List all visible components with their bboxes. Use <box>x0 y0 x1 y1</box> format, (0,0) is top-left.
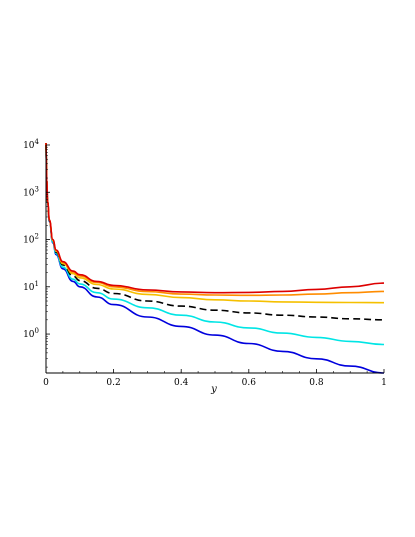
series-line-5 <box>45 142 385 297</box>
series-line-4 <box>45 142 385 304</box>
x-tick-label: 0.2 <box>106 378 120 388</box>
series-layer <box>45 142 385 374</box>
series-line-2 <box>45 142 385 346</box>
y-tick-label: 101 <box>23 280 39 293</box>
x-tick-label: 0.4 <box>174 378 189 388</box>
x-tick-label: 0.8 <box>309 378 324 388</box>
series-line-3 <box>45 142 385 321</box>
axes-layer <box>45 144 385 374</box>
x-tick-label: 1 <box>381 378 387 388</box>
y-tick-label: 102 <box>23 233 39 246</box>
x-tick-label: 0.6 <box>242 378 257 388</box>
y-tick-label: 100 <box>23 327 39 340</box>
y-tick-label: 104 <box>23 138 39 151</box>
x-tick-label: 0 <box>43 378 49 388</box>
series-line-1 <box>45 142 385 374</box>
y-tick-label: 103 <box>23 185 39 198</box>
labels-layer: 0 0.2 0.4 0.6 0.8 1 100 101 102 103 104 <box>23 138 387 388</box>
series-line-6 <box>45 142 385 294</box>
x-axis-label: y <box>210 384 217 395</box>
